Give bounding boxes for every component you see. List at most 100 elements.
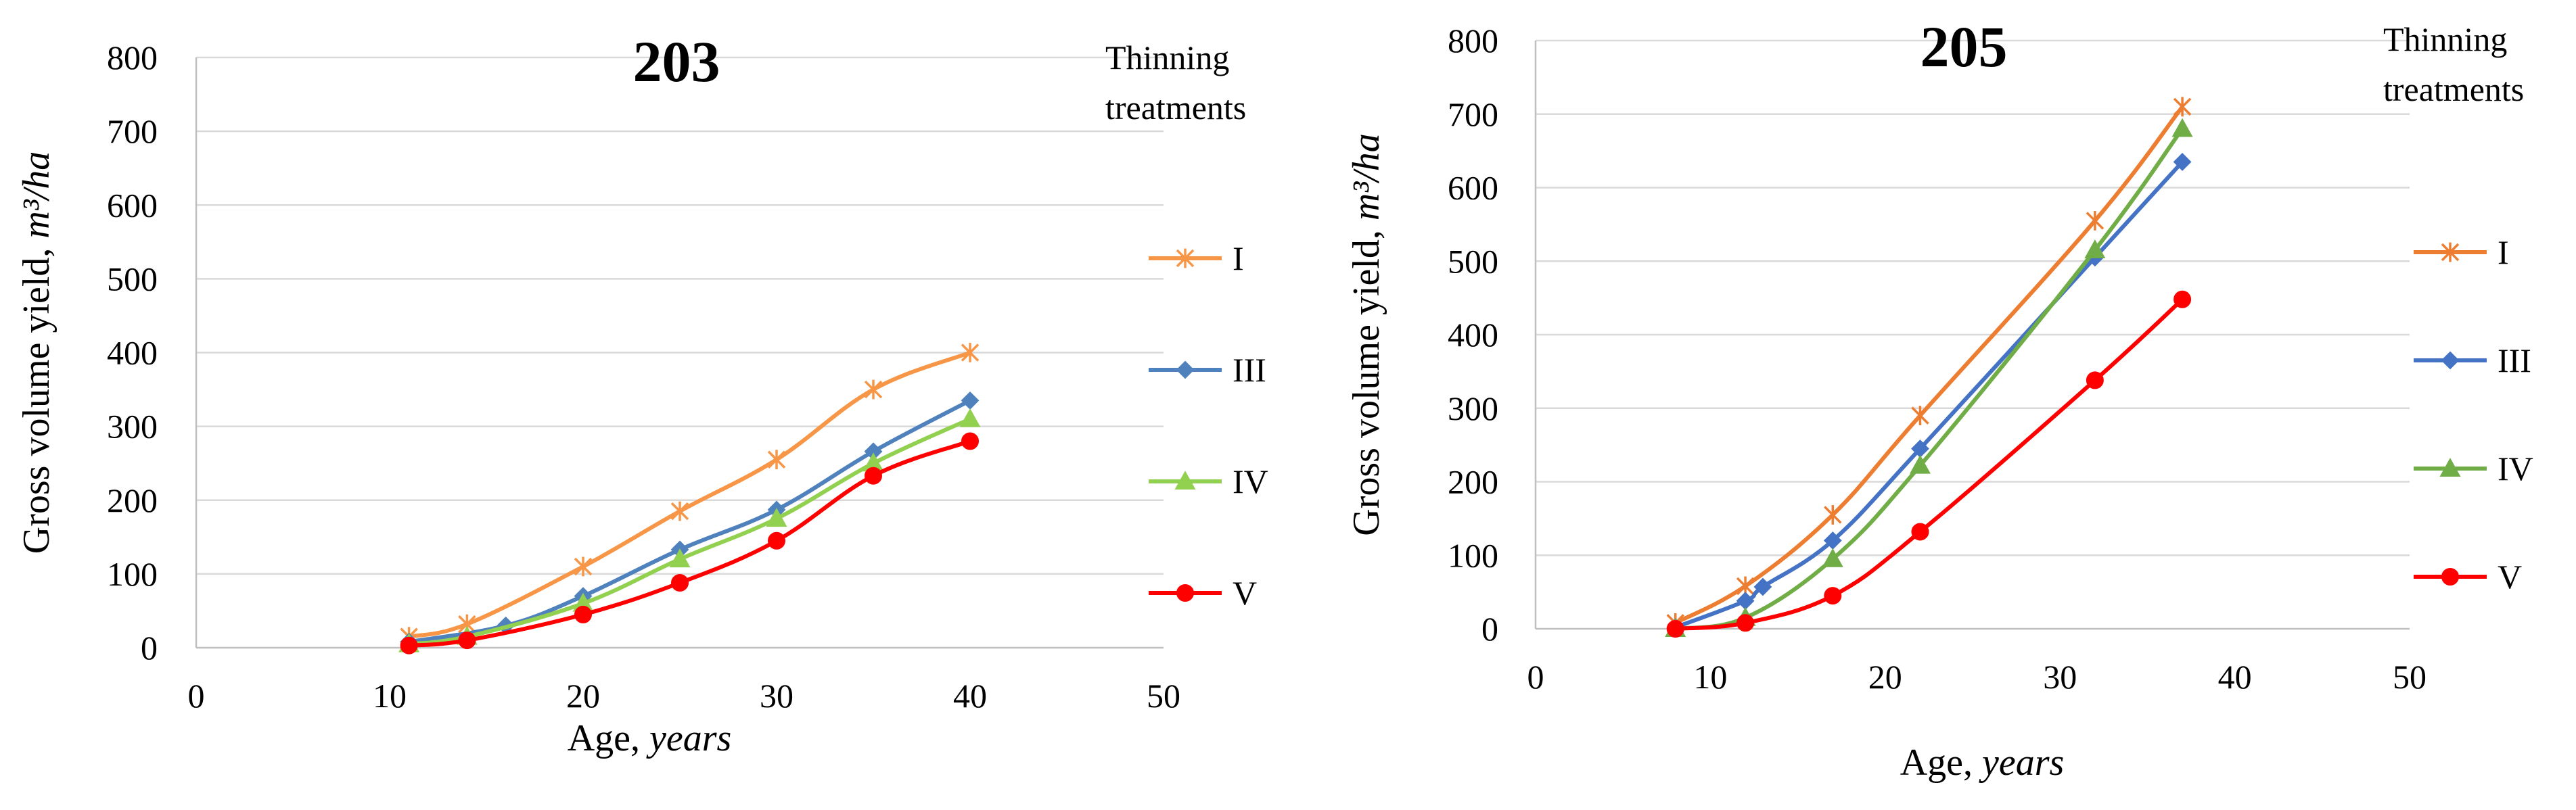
legend-title-line-1: Thinning — [2383, 20, 2507, 58]
y-tick-label: 600 — [107, 186, 158, 224]
data-point-V — [1666, 620, 1684, 638]
y-tick-label: 700 — [107, 112, 158, 150]
y-tick-label: 400 — [107, 334, 158, 372]
data-point-V — [400, 636, 418, 654]
y-tick-label: 300 — [1448, 389, 1498, 427]
y-axis-label-unit: m³/ha — [16, 151, 58, 239]
data-point-V — [865, 467, 882, 485]
data-point-I — [574, 556, 593, 577]
x-tick-label: 40 — [2218, 658, 2252, 696]
y-tick-label: 600 — [1448, 169, 1498, 207]
legend-label-V: V — [1233, 574, 1257, 612]
x-axis-label: Age, years — [568, 717, 732, 759]
x-tick-label: 20 — [1868, 658, 1902, 696]
legend-label-I: I — [2498, 233, 2509, 271]
data-point-V — [671, 573, 689, 592]
legend-label-IV: IV — [1233, 462, 1268, 500]
data-point-IV — [959, 408, 981, 427]
data-point-V — [768, 531, 785, 550]
data-point-V — [961, 432, 979, 450]
legend-label-I: I — [1233, 239, 1244, 277]
y-axis-label-unit: m³/ha — [1346, 133, 1387, 220]
x-tick-label: 10 — [1693, 658, 1727, 696]
data-point-I — [767, 450, 786, 470]
data-point-I — [961, 343, 980, 362]
x-axis-label-unit: years — [646, 717, 731, 759]
x-tick-label: 20 — [566, 677, 600, 715]
x-tick-label: 10 — [373, 677, 407, 715]
series-line-IV — [1673, 126, 2185, 631]
y-tick-label: 700 — [1448, 95, 1498, 133]
y-axis-label-text: Gross volume yield, — [16, 239, 58, 554]
data-point-I — [864, 379, 883, 400]
legend-marker-III — [1176, 360, 1195, 379]
legend-title-line-2: treatments — [1105, 89, 1246, 126]
y-tick-label: 100 — [1448, 536, 1498, 574]
x-axis-label-unit: years — [1979, 742, 2064, 784]
data-point-V — [1824, 587, 1842, 605]
chart-title: 205 — [1920, 14, 2008, 79]
data-point-III — [2173, 153, 2192, 171]
y-axis-label: Gross volume yield, m³/ha — [1346, 133, 1387, 535]
data-point-IV — [2171, 118, 2193, 137]
data-point-IV — [766, 508, 787, 527]
data-point-I — [2086, 211, 2104, 231]
y-tick-label: 0 — [1481, 610, 1498, 648]
legend-title-line-1: Thinning — [1105, 39, 1229, 76]
x-tick-label: 0 — [188, 677, 205, 715]
y-tick-label: 500 — [1448, 242, 1498, 280]
series-line-IV — [407, 416, 972, 646]
legend-marker-V — [1176, 584, 1194, 602]
y-axis-label-text: Gross volume yield, — [1346, 220, 1387, 536]
x-axis-label-text: Age, — [1900, 742, 1982, 784]
data-point-V — [2086, 371, 2104, 389]
data-point-I — [670, 501, 689, 521]
legend-label-III: III — [2498, 341, 2531, 379]
y-tick-label: 0 — [141, 629, 158, 667]
legend-label-V: V — [2498, 558, 2522, 596]
x-tick-label: 50 — [2393, 658, 2426, 696]
legend-marker-I — [1176, 248, 1195, 268]
data-point-I — [1824, 505, 1842, 525]
legend-title-line-2: treatments — [2383, 70, 2524, 108]
x-axis-label: Age, years — [1900, 742, 2065, 784]
chart-205: 0 100 200 300 400 500 600 700 800 0 10 20 30 40 50 205 A… — [1346, 14, 2533, 784]
series-line-III — [1673, 160, 2185, 629]
chart-title: 203 — [633, 29, 720, 94]
data-point-I — [1911, 406, 1929, 426]
y-tick-label: 200 — [107, 481, 158, 519]
y-tick-label: 200 — [1448, 463, 1498, 501]
y-tick-label: 100 — [107, 555, 158, 593]
data-point-V — [1736, 614, 1755, 632]
data-point-III — [961, 391, 980, 410]
x-tick-label: 40 — [953, 677, 987, 715]
data-point-V — [574, 605, 592, 623]
data-point-V — [1911, 523, 1929, 541]
legend-marker-IV — [1174, 471, 1196, 490]
y-tick-label: 500 — [107, 260, 158, 297]
legend-marker-III — [2441, 351, 2460, 370]
data-point-III — [1753, 577, 1772, 596]
legend-marker-V — [2441, 568, 2459, 586]
data-point-IV — [669, 548, 691, 568]
x-tick-label: 0 — [1527, 658, 1544, 696]
data-point-V — [2174, 290, 2192, 308]
data-point-III — [1736, 592, 1755, 611]
legend-marker-I — [2441, 242, 2460, 262]
y-axis-label: Gross volume yield, m³/ha — [16, 151, 58, 554]
y-tick-label: 400 — [1448, 316, 1498, 354]
x-axis-label-text: Age, — [568, 717, 649, 759]
y-tick-label: 800 — [107, 39, 158, 76]
series-line-I — [1673, 104, 2185, 625]
data-point-IV — [1822, 548, 1843, 567]
data-point-V — [458, 632, 476, 650]
legend-label-III: III — [1233, 351, 1266, 389]
legend-marker-IV — [2439, 458, 2461, 477]
data-point-IV — [2084, 239, 2106, 258]
data-point-I — [2173, 97, 2192, 117]
y-tick-label: 300 — [107, 408, 158, 446]
chart-203: 0 100 200 300 400 500 600 700 800 0 10 20 30 40 50 203 A… — [16, 29, 1268, 759]
x-tick-label: 50 — [1147, 677, 1180, 715]
series-line-III — [407, 398, 972, 644]
